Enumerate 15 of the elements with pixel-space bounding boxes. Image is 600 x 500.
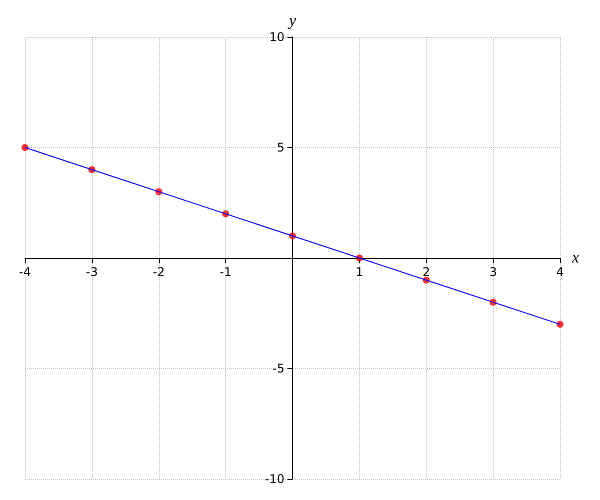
x-tick-label: -3 xyxy=(86,265,98,279)
y-tick-label: 5 xyxy=(276,140,284,154)
x-tick-label: 4 xyxy=(556,265,564,279)
x-tick-label: 1 xyxy=(356,265,364,279)
x-tick-label: -4 xyxy=(19,265,31,279)
x-tick-label: -1 xyxy=(220,265,232,279)
x-axis-title: x xyxy=(571,250,580,266)
y-tick-label: -5 xyxy=(272,362,284,376)
y-tick-label: -10 xyxy=(264,472,284,486)
y-tick-label: 10 xyxy=(269,30,284,44)
y-axis-title: y xyxy=(286,12,297,30)
point xyxy=(556,320,564,328)
x-tick-label: 3 xyxy=(489,265,497,279)
x-tick-label: -2 xyxy=(152,265,165,279)
x-tick-label: 2 xyxy=(422,265,430,279)
